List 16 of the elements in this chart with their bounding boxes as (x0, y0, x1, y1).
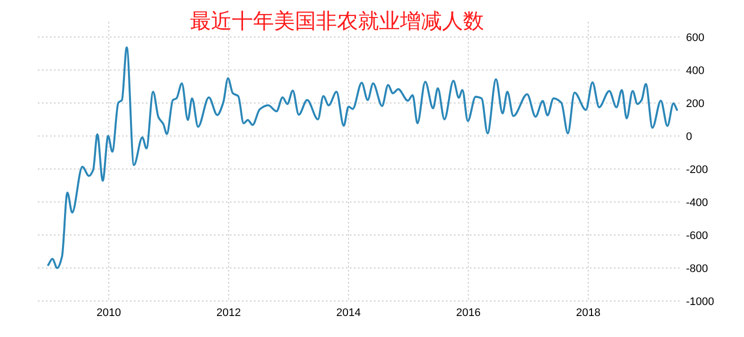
x-tick-label: 2018 (576, 307, 601, 319)
y-tick-label: 0 (686, 131, 692, 143)
x-tick-label: 2012 (216, 307, 241, 319)
chart-title: 最近十年美国非农就业增减人数 (190, 10, 484, 33)
y-tick-label: 600 (686, 32, 704, 44)
x-tick-label: 2014 (336, 307, 361, 319)
y-tick-label: -600 (686, 230, 708, 242)
y-tick-label: 200 (686, 98, 704, 110)
y-tick-label: -400 (686, 197, 708, 209)
y-tick-label: -800 (686, 263, 708, 275)
x-tick-label: 2016 (456, 307, 481, 319)
y-tick-label: -200 (686, 164, 708, 176)
y-tick-label: -1000 (686, 296, 714, 308)
x-tick-label: 2010 (96, 307, 121, 319)
line-series (47, 46, 678, 269)
y-tick-label: 400 (686, 65, 704, 77)
